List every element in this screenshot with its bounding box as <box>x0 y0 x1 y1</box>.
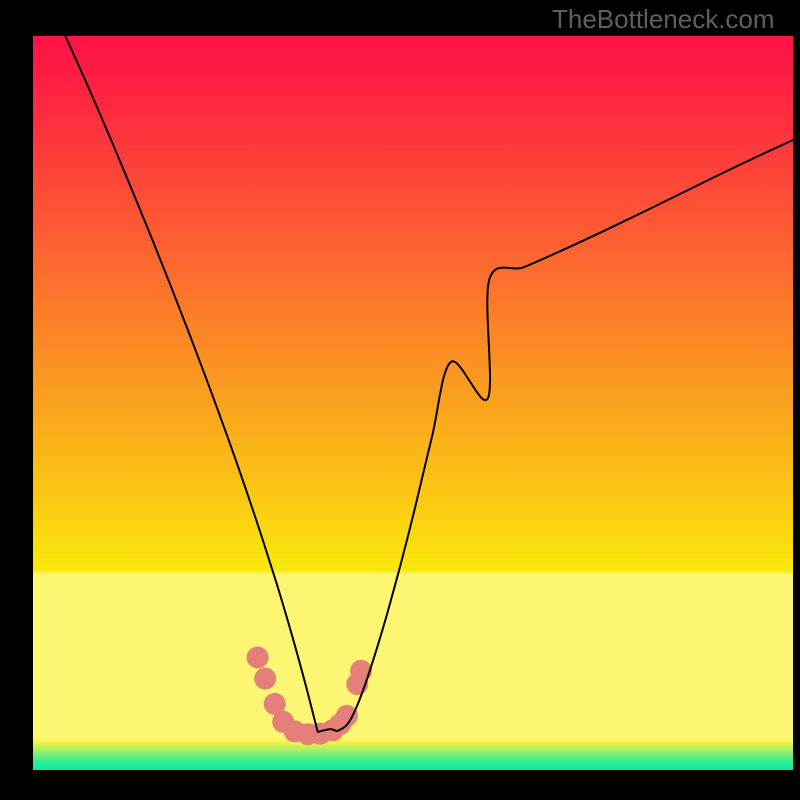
chart-marker <box>247 647 269 669</box>
chart-marker <box>254 668 276 690</box>
chart-background-gradient <box>33 36 793 770</box>
bottleneck-chart <box>0 0 800 800</box>
watermark-label: TheBottleneck.com <box>552 4 775 35</box>
